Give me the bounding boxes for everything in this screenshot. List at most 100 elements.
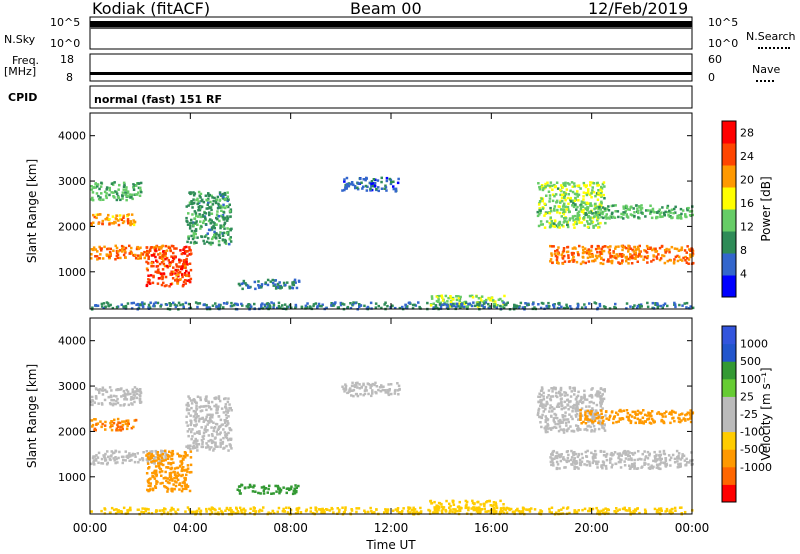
power-cell	[614, 245, 618, 249]
power-cell	[115, 251, 119, 255]
velocity-cell	[108, 457, 112, 461]
velocity-cell	[576, 425, 580, 428]
velocity-cell	[145, 450, 149, 453]
velocity-cell	[186, 424, 189, 427]
velocity-cell	[583, 428, 586, 431]
power-cell	[613, 216, 617, 219]
power-cell	[104, 218, 107, 221]
power-cell	[602, 216, 605, 220]
power-cell	[573, 220, 577, 224]
velocity-cell	[219, 418, 223, 422]
velocity-cell	[576, 407, 579, 411]
power-cell	[449, 296, 452, 299]
velocity-cell	[183, 476, 186, 480]
power-cell	[184, 279, 187, 282]
velocity-cell	[153, 462, 156, 465]
power-cell	[600, 195, 603, 198]
power-cell	[214, 201, 218, 205]
velocity-cell	[643, 413, 647, 417]
velocity-cell	[661, 415, 665, 418]
velocity-cell	[161, 452, 165, 456]
velocity-cell	[348, 390, 351, 393]
velocity-cell	[602, 397, 606, 401]
velocity-colorbar-segment	[722, 343, 736, 362]
velocity-cell	[117, 510, 121, 513]
velocity-cell	[192, 444, 196, 447]
power-cell	[374, 306, 378, 309]
velocity-cell	[277, 506, 281, 510]
power-cell	[571, 185, 574, 188]
power-cell	[122, 181, 126, 185]
velocity-cell	[684, 463, 687, 467]
velocity-cell	[201, 445, 205, 449]
power-cell	[682, 256, 685, 260]
velocity-cell	[591, 409, 595, 412]
power-cell	[587, 211, 591, 214]
power-cell	[597, 207, 600, 211]
velocity-cell	[662, 449, 666, 453]
velocity-cell	[223, 431, 227, 434]
velocity-cell	[185, 483, 188, 487]
power-cell	[222, 302, 226, 305]
velocity-cell	[123, 392, 127, 395]
velocity-cell	[653, 450, 656, 454]
velocity-cell	[576, 455, 580, 459]
velocity-cell	[681, 412, 684, 415]
velocity-cell	[567, 408, 570, 411]
power-cell	[618, 252, 622, 256]
power-cell	[130, 301, 133, 305]
velocity-cell	[526, 508, 529, 512]
power-cell	[114, 258, 117, 261]
velocity-cell	[116, 425, 120, 429]
velocity-cell	[108, 511, 112, 515]
power-cell	[215, 223, 218, 226]
power-cell	[604, 245, 607, 248]
velocity-cell	[152, 454, 155, 457]
beam-title: Beam 00	[350, 0, 422, 18]
velocity-cell	[558, 453, 561, 456]
power-cell	[596, 210, 600, 214]
velocity-cell	[618, 508, 621, 511]
velocity-cell	[127, 454, 131, 457]
velocity-cell	[282, 486, 285, 489]
velocity-cell	[393, 389, 397, 393]
velocity-cell	[160, 470, 164, 473]
power-cell	[334, 301, 337, 304]
velocity-cell	[133, 391, 136, 394]
velocity-cell	[573, 509, 576, 512]
velocity-cell	[550, 457, 553, 460]
velocity-cell	[162, 477, 166, 480]
power-cell	[371, 184, 374, 188]
power-cell	[210, 226, 214, 229]
power-cell	[430, 295, 434, 298]
power-cell	[588, 255, 592, 259]
power-cell	[223, 227, 226, 230]
power-cell	[632, 250, 636, 253]
power-cell	[597, 226, 600, 229]
velocity-cell	[636, 409, 640, 413]
velocity-cell	[630, 462, 634, 466]
power-cell	[125, 194, 129, 198]
freq-label-line2: [MHz]	[4, 65, 37, 78]
velocity-cell	[97, 451, 101, 455]
velocity-cell	[195, 415, 198, 419]
power-cell	[606, 216, 609, 219]
power-cell	[294, 281, 297, 284]
velocity-cell	[116, 510, 119, 513]
power-cell	[608, 260, 611, 263]
velocity-cell	[230, 447, 233, 450]
velocity-cell	[364, 385, 368, 389]
velocity-cell	[221, 442, 224, 445]
velocity-cell	[279, 488, 283, 492]
power-cell	[187, 302, 191, 306]
power-cell	[502, 306, 506, 310]
velocity-cell	[632, 453, 635, 456]
power-cell	[283, 303, 287, 306]
velocity-cell	[552, 407, 556, 411]
velocity-colorbar-tick-label: 1000	[740, 338, 768, 351]
power-cell	[109, 247, 112, 251]
velocity-cell	[186, 467, 190, 470]
velocity-cell	[553, 420, 556, 424]
velocity-cell	[591, 457, 595, 460]
power-cell	[221, 216, 225, 219]
